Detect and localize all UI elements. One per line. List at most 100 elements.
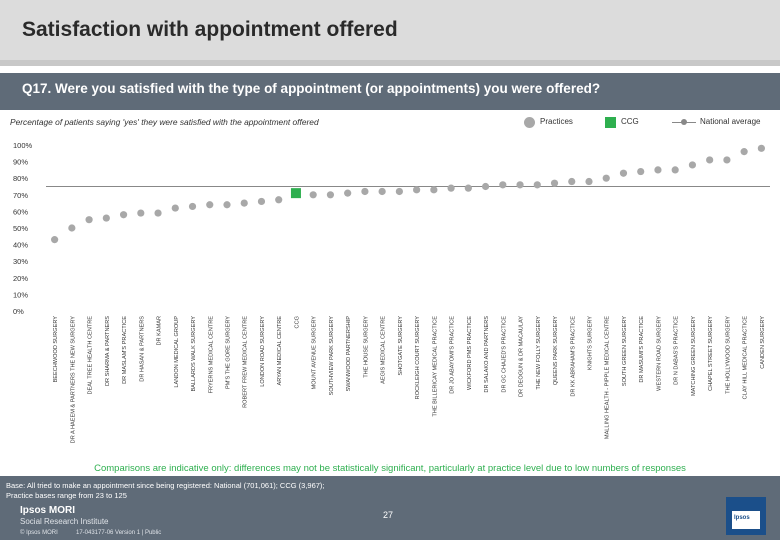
x-tick-label: CLAY HILL MEDICAL PRACTICE (743, 316, 749, 400)
legend-practices-label: Practices (540, 117, 573, 126)
x-tick-label: BALLARDS WALK SURGERY (191, 316, 197, 392)
legend-national-marker (681, 119, 687, 125)
practice-point (326, 191, 335, 199)
practice-point (447, 184, 455, 192)
x-tick-label: LONDON ROAD SURGERY (260, 316, 266, 387)
scatter-chart: 0% 10% 20% 30% 40% 50% 60% 70% 80% 90% 100% BEECHWO… (13, 141, 770, 444)
x-tick-label: SOUTHVIEW PARK SURGERY (329, 316, 335, 396)
x-tick-label: SWANWOOD PARTNERSHIP (346, 316, 352, 392)
ccg-point (290, 188, 301, 199)
x-tick-label: DR KAMAR (157, 316, 163, 346)
practice-point (516, 181, 524, 189)
legend-ccg: CCG (605, 117, 650, 129)
x-tick-label: DR A HAEEM & PARTNERS THE NEW SURGERY (70, 316, 76, 444)
x-tick-label: CCG (294, 316, 300, 328)
x-tick-label: DR GC CHAJED'S PRACTICE (501, 316, 507, 393)
legend-national-label: National average (700, 117, 761, 126)
y-tick-label: 20% (13, 274, 28, 283)
x-tick-label: WESTERN ROAD SURGERY (656, 316, 662, 391)
x-tick-label: KNIGHTS SURGERY (588, 316, 594, 370)
practice-point (723, 156, 731, 164)
logo-subtitle: Social Research Institute (20, 517, 109, 526)
practice-point (275, 196, 283, 204)
practice-point (619, 169, 628, 177)
x-tick-label: DR MASUMI'S PRACTICE (639, 316, 645, 383)
practice-point (430, 186, 438, 194)
practice-point (413, 186, 421, 194)
x-tick-label: THE HOUSE SURGERY (363, 316, 369, 378)
y-tick-label: 30% (13, 257, 28, 266)
practice-point (637, 167, 645, 176)
practice-point (206, 201, 214, 209)
practice-point (533, 181, 541, 189)
x-tick-label: THE NEW FOLLY SURGERY (536, 316, 542, 390)
x-tick-label: DR DEOGUN & DR MACAULAY (519, 316, 525, 397)
practice-point (309, 191, 317, 199)
x-tick-label: FRYERNS MEDICAL CENTRE (208, 316, 214, 394)
x-tick-label: DR JO ABAYOMI'S PRACTICE (450, 316, 456, 394)
practice-point (740, 148, 748, 156)
x-tick-label: PM'S THE GORE SURGERY (226, 316, 232, 389)
brand-logo-inner: Ipsos (732, 511, 760, 529)
header-stripe (0, 60, 780, 66)
practice-point (395, 187, 403, 196)
y-tick-label: 50% (13, 224, 28, 233)
header-band (0, 0, 780, 60)
x-tick-label: CHAPEL STREET SURGERY (708, 316, 714, 391)
brand-logo: Ipsos (726, 497, 766, 535)
practice-point (171, 204, 179, 212)
footer-band (0, 476, 780, 540)
comparison-note: Comparisons are indicative only: differe… (94, 463, 686, 474)
practice-point (654, 166, 662, 174)
legend-practices: Practices (524, 117, 584, 129)
y-tick-label: 100% (13, 141, 33, 150)
logo-name: Ipsos MORI (20, 505, 76, 516)
practice-point (602, 174, 610, 182)
x-tick-label: ARYAN MEDICAL CENTRE (277, 316, 283, 386)
x-tick-label: LANDON MEDICAL GROUP (174, 316, 180, 388)
legend-ccg-label: CCG (621, 117, 639, 126)
x-tick-label: DR MASLAM'S PRACTICE (122, 316, 128, 384)
practice-point (102, 214, 110, 222)
x-tick-label: DR HASAN & PARTNERS (139, 316, 145, 382)
practice-point (688, 161, 697, 169)
x-tick-label: DR KK ABRAHAM'S PRACTICE (570, 316, 576, 397)
y-tick-label: 60% (13, 207, 28, 216)
version-text: 17-043177-06 Version 1 | Public (76, 530, 162, 536)
practice-point (671, 166, 679, 174)
practice-point (240, 199, 248, 207)
x-tick-label: WICKFORD PMS PRACTICE (467, 316, 473, 390)
x-tick-label: THE BILLERICAY MEDICAL PRACTICE (432, 316, 438, 417)
y-tick-label: 80% (13, 174, 28, 183)
x-tick-label: BEECHWOOD SURGERY (53, 316, 59, 383)
practice-point (51, 236, 59, 244)
x-tick-label: ROBERT FREW MEDICAL CENTRE (243, 316, 249, 408)
question-text: Q17. Were you satisfied with the type of… (22, 81, 601, 96)
practice-point (585, 177, 593, 186)
practice-point (361, 187, 369, 196)
chart-subtitle: Percentage of patients saying 'yes' they… (10, 117, 319, 127)
y-tick-label: 10% (13, 290, 28, 299)
practice-point (757, 144, 765, 152)
page-number: 27 (383, 510, 394, 520)
legend-practices-marker (524, 117, 535, 128)
y-tick-label: 90% (13, 158, 28, 167)
legend-national: National average (672, 117, 776, 129)
y-tick-label: 40% (13, 241, 28, 250)
y-tick-label: 70% (13, 191, 28, 200)
x-tick-label: MALLING HEALTH - PIPPLE MEDICAL CENTRE (605, 316, 611, 439)
practice-point (464, 184, 472, 192)
practice-point (68, 224, 76, 232)
practice-point (223, 201, 231, 209)
x-tick-label: DR SHARMA & PARTNERS (105, 316, 111, 386)
brand-logo-text: Ipsos (734, 515, 750, 521)
base-text: Base: All tried to make an appointment s… (6, 481, 325, 501)
practice-point (550, 179, 559, 187)
x-tick-label: DR SALAKO AND PARTNERS (484, 316, 490, 393)
x-tick-label: SOUTH GREEN SURGERY (622, 316, 628, 386)
x-tick-label: MOUNT AVENUE SURGERY (312, 316, 318, 390)
y-tick-label: 0% (13, 307, 24, 316)
x-tick-label: THE HOLLYWOOD SURGERY (725, 316, 731, 394)
practice-point (257, 197, 266, 206)
practice-point (137, 209, 145, 217)
